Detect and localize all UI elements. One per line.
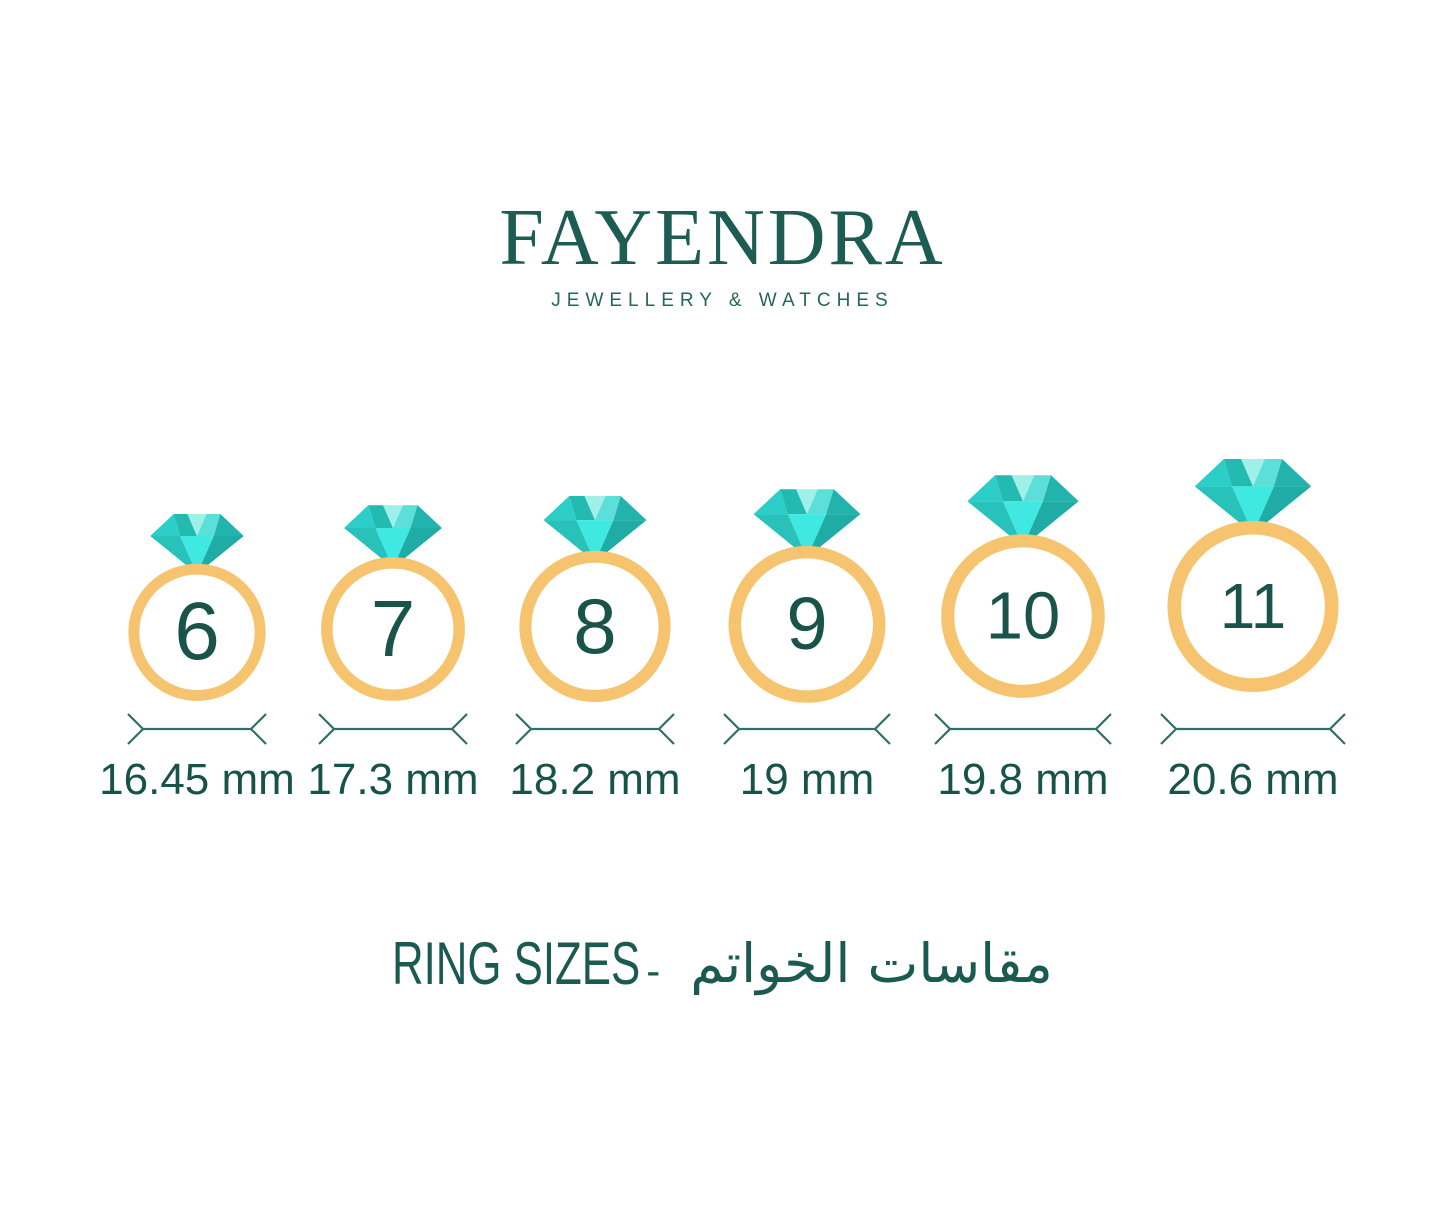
width-arrow-icon bbox=[127, 713, 267, 745]
rings-row: 6 16.45 mm 7 17.3 mm 8 bbox=[0, 440, 1445, 810]
ring-icon: 10 bbox=[936, 475, 1110, 698]
ring-diameter-label: 19 mm bbox=[739, 755, 875, 804]
width-arrow-icon bbox=[515, 713, 675, 745]
width-arrow-icon bbox=[723, 713, 891, 745]
ring-diameter-label: 20.6 mm bbox=[1167, 755, 1339, 804]
ring-icon: 9 bbox=[724, 489, 891, 703]
ring-size-number: 11 bbox=[1219, 570, 1287, 643]
ring-diameter-label: 17.3 mm bbox=[307, 755, 479, 804]
title-arabic: مقاسات الخواتم bbox=[690, 932, 1053, 995]
brand-tagline: JEWELLERY & WATCHES bbox=[551, 290, 894, 311]
ring-item-size-9: 9 19 mm bbox=[702, 440, 912, 810]
footer-title: RING SIZES - مقاسات الخواتم bbox=[0, 930, 1445, 998]
ring-icon: 7 bbox=[317, 505, 470, 701]
width-arrow-icon bbox=[1160, 713, 1346, 745]
ring-diameter-label: 18.2 mm bbox=[509, 755, 681, 804]
ring-icon: 6 bbox=[124, 514, 270, 701]
title-english: RING SIZES bbox=[392, 930, 641, 998]
ring-item-size-10: 10 19.8 mm bbox=[918, 440, 1128, 810]
ring-item-size-7: 7 17.3 mm bbox=[288, 440, 498, 810]
ring-icon: 11 bbox=[1162, 459, 1344, 692]
ring-size-number: 9 bbox=[786, 582, 828, 666]
ring-size-number: 10 bbox=[985, 578, 1061, 654]
brand-logo: FAYENDRA JEWELLERY & WATCHES bbox=[0, 198, 1445, 310]
ring-diameter-label: 16.45 mm bbox=[99, 755, 295, 804]
ring-size-number: 7 bbox=[370, 584, 416, 674]
width-arrow-icon bbox=[934, 713, 1112, 745]
ring-item-size-8: 8 18.2 mm bbox=[490, 440, 700, 810]
title-separator: - bbox=[646, 947, 661, 995]
ring-size-number: 6 bbox=[174, 586, 220, 678]
width-arrow-icon bbox=[318, 713, 468, 745]
ring-size-number: 8 bbox=[573, 582, 617, 671]
brand-name: FAYENDRA bbox=[499, 194, 946, 282]
ring-item-size-6: 6 16.45 mm bbox=[92, 440, 302, 810]
ring-diameter-label: 19.8 mm bbox=[937, 755, 1109, 804]
ring-item-size-11: 11 20.6 mm bbox=[1148, 440, 1358, 810]
ring-icon: 8 bbox=[515, 496, 676, 702]
